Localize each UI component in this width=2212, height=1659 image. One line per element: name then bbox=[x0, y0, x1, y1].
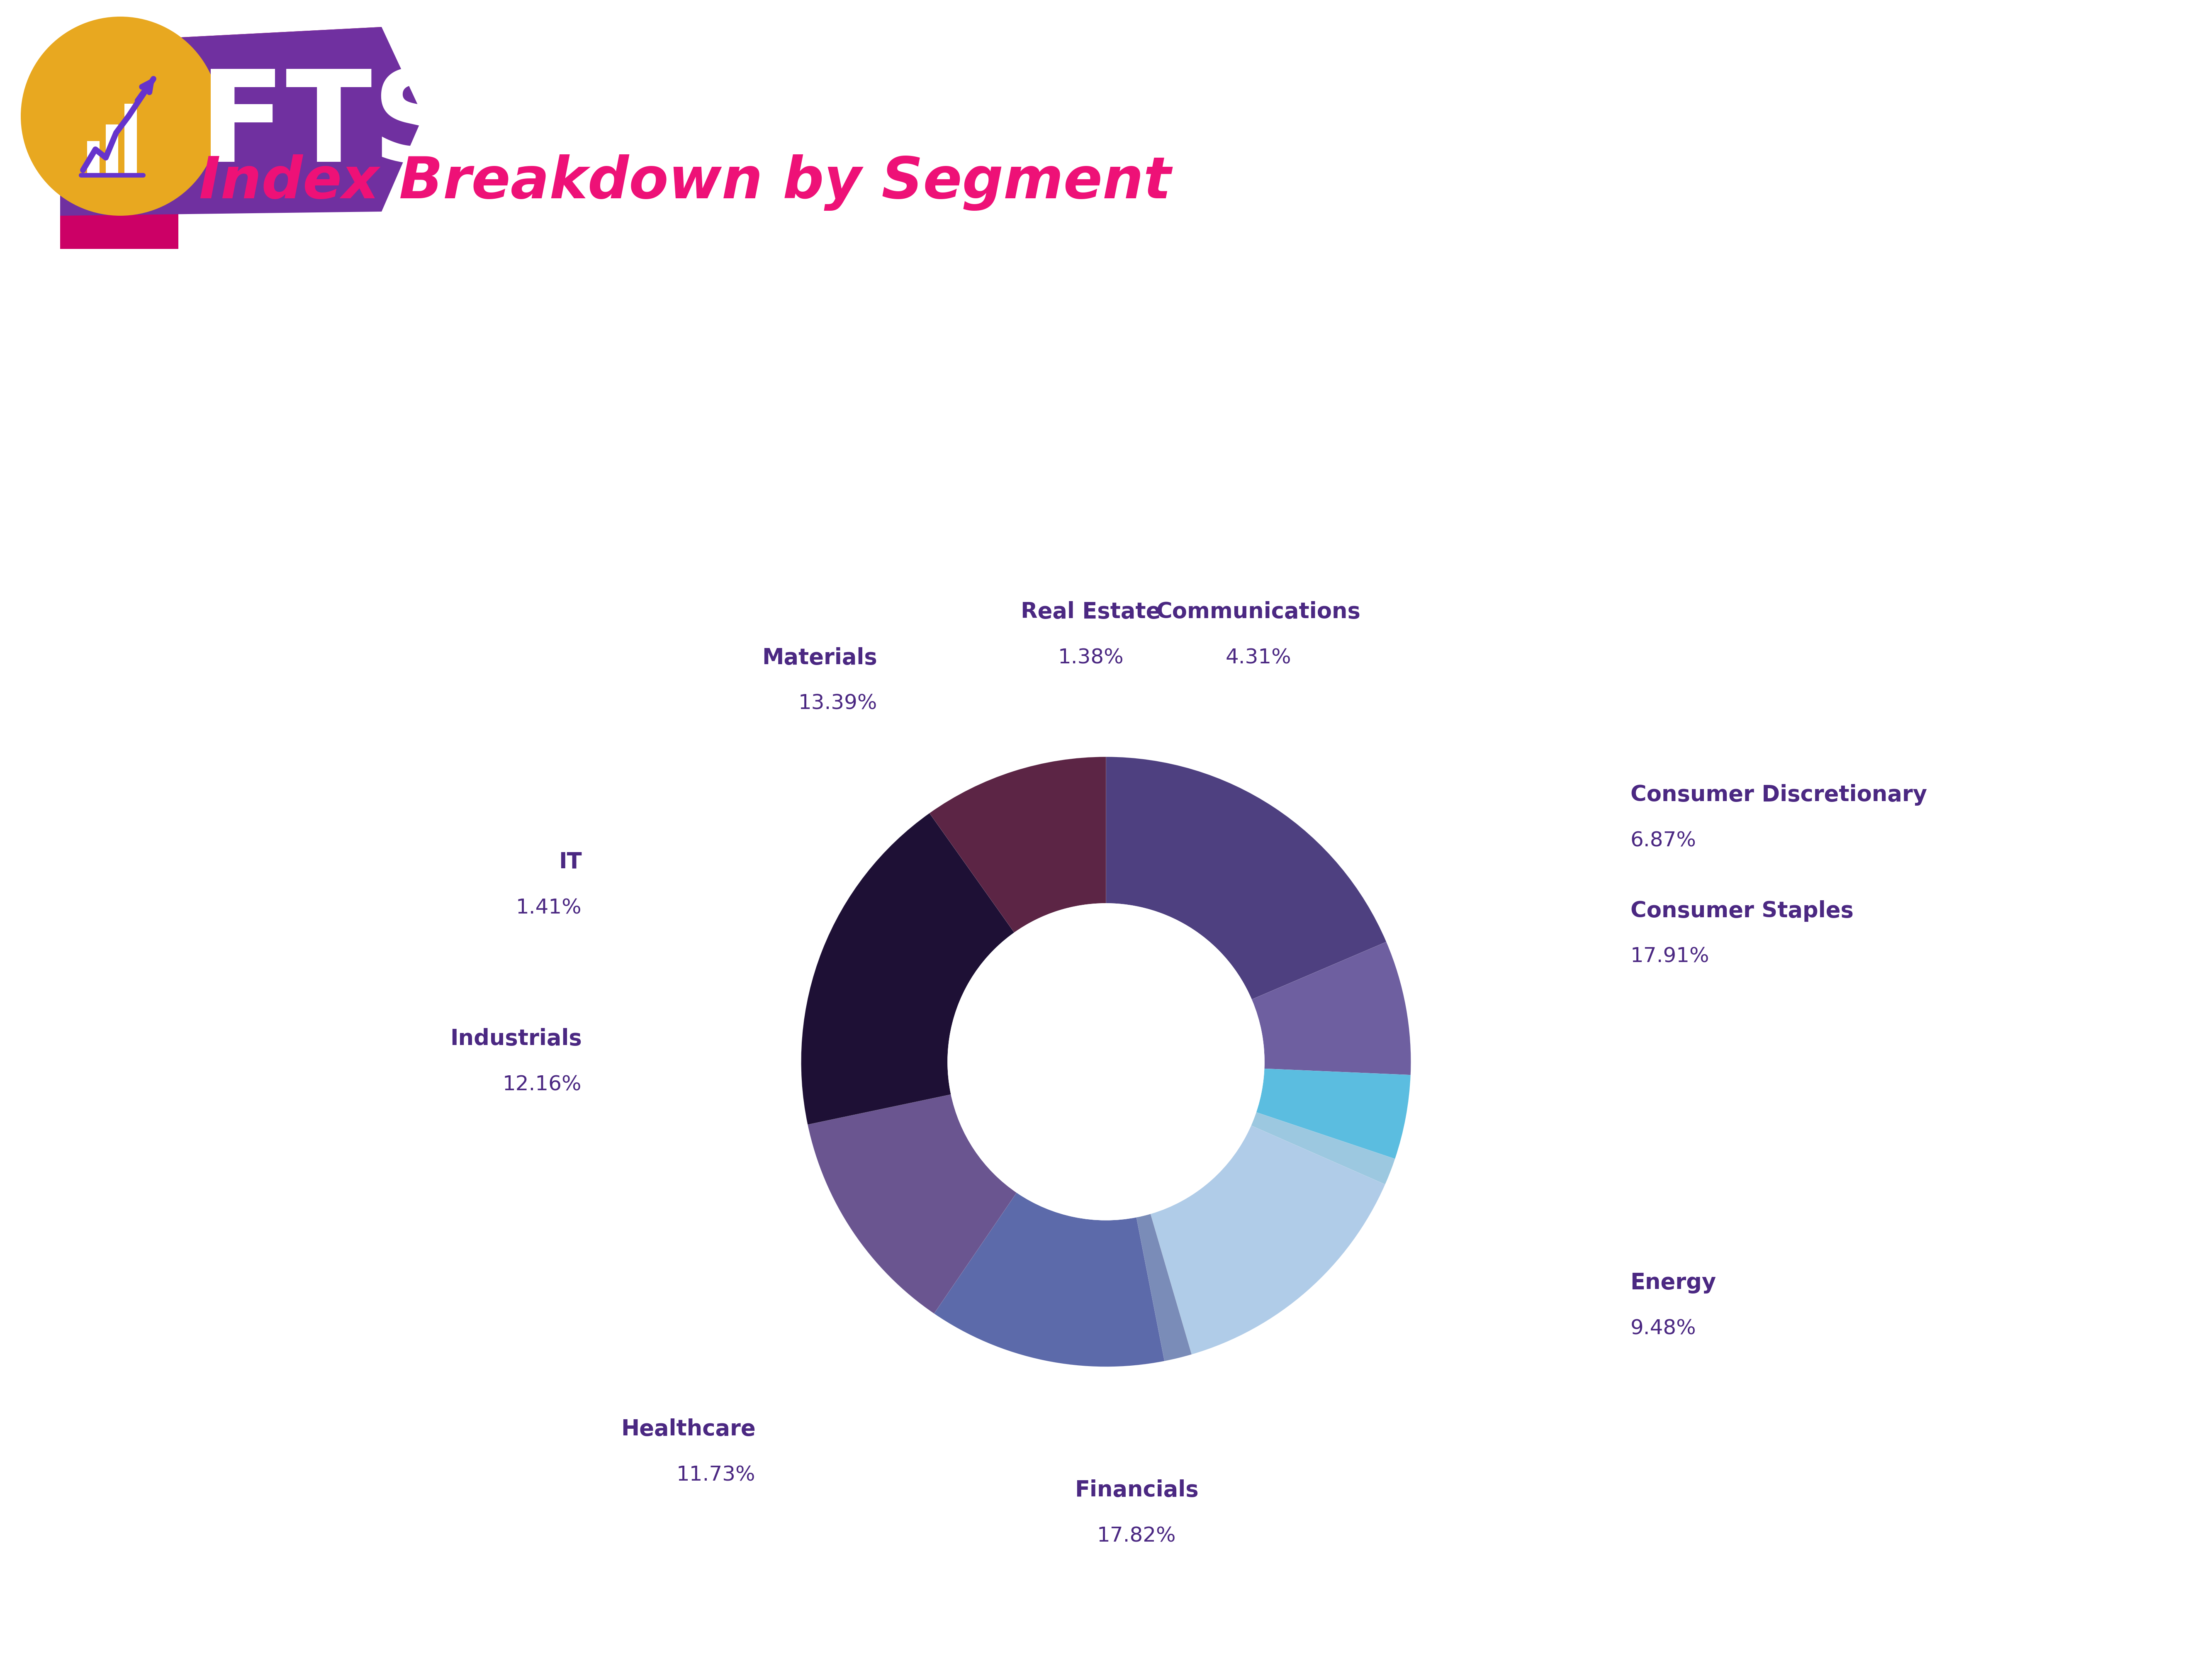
Text: 11.73%: 11.73% bbox=[677, 1465, 757, 1485]
Wedge shape bbox=[1252, 1112, 1396, 1185]
Wedge shape bbox=[1252, 942, 1411, 1075]
Text: Consumer Discretionary: Consumer Discretionary bbox=[1630, 785, 1927, 806]
Text: Index Breakdown by Segment: Index Breakdown by Segment bbox=[199, 154, 1170, 211]
Text: Materials: Materials bbox=[763, 647, 878, 669]
Text: Communications: Communications bbox=[1157, 601, 1360, 622]
Polygon shape bbox=[60, 27, 422, 216]
Circle shape bbox=[947, 902, 1265, 1221]
Text: Industrials: Industrials bbox=[449, 1029, 582, 1050]
Text: 13.39%: 13.39% bbox=[799, 693, 878, 713]
Text: 6.87%: 6.87% bbox=[1630, 831, 1697, 851]
Wedge shape bbox=[929, 757, 1106, 932]
Bar bbox=[86, 141, 100, 174]
Text: FTSE 100: FTSE 100 bbox=[199, 65, 858, 187]
Circle shape bbox=[20, 17, 219, 216]
Text: Real Estate: Real Estate bbox=[1020, 601, 1161, 622]
Text: 12.16%: 12.16% bbox=[502, 1075, 582, 1095]
Wedge shape bbox=[933, 1193, 1164, 1367]
Text: IT: IT bbox=[560, 851, 582, 873]
Bar bbox=[124, 105, 137, 174]
Text: 17.82%: 17.82% bbox=[1097, 1526, 1177, 1546]
Wedge shape bbox=[1137, 1214, 1192, 1360]
Text: 9.48%: 9.48% bbox=[1630, 1319, 1697, 1339]
Text: Financials: Financials bbox=[1075, 1480, 1199, 1501]
Text: 17.91%: 17.91% bbox=[1630, 947, 1710, 967]
Text: Energy: Energy bbox=[1630, 1272, 1717, 1294]
Polygon shape bbox=[60, 27, 383, 60]
Polygon shape bbox=[60, 163, 179, 249]
Wedge shape bbox=[1150, 1125, 1385, 1354]
Text: Consumer Staples: Consumer Staples bbox=[1630, 901, 1854, 922]
Text: 1.38%: 1.38% bbox=[1057, 647, 1124, 667]
Text: 4.31%: 4.31% bbox=[1225, 647, 1292, 667]
Wedge shape bbox=[807, 1095, 1018, 1314]
Bar bbox=[106, 124, 117, 174]
Wedge shape bbox=[1106, 757, 1387, 999]
Wedge shape bbox=[801, 813, 1015, 1125]
Wedge shape bbox=[1256, 1068, 1411, 1160]
Text: 1.41%: 1.41% bbox=[515, 898, 582, 917]
Text: Healthcare: Healthcare bbox=[622, 1418, 757, 1440]
